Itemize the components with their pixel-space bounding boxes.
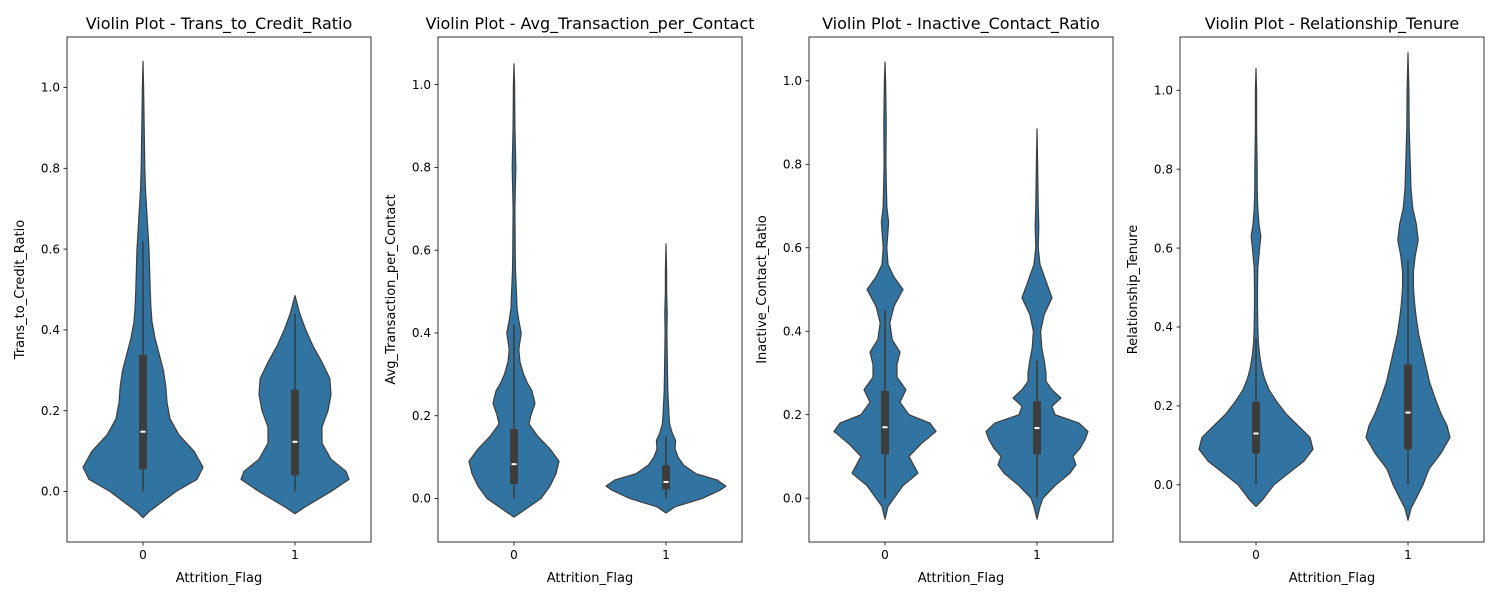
y-tick-label: 0.4 — [783, 324, 802, 338]
y-tick-label: 0.6 — [41, 242, 60, 256]
chart-title: Violin Plot - Relationship_Tenure — [1205, 14, 1460, 34]
y-tick-label: 0.8 — [41, 162, 60, 176]
y-tick-label: 1.0 — [783, 74, 802, 88]
y-tick-label: 0.4 — [41, 323, 60, 337]
y-tick-label: 0.0 — [783, 491, 802, 505]
y-tick-label: 0.2 — [1154, 399, 1173, 413]
violin-body-0 — [1198, 67, 1314, 508]
violin-box-0 — [139, 354, 147, 470]
x-tick-label: 1 — [291, 548, 299, 562]
y-tick-label: 0.2 — [412, 409, 431, 423]
y-tick-label: 0.0 — [41, 485, 60, 499]
y-tick-label: 0.4 — [412, 326, 431, 340]
y-tick-label: 0.0 — [412, 492, 431, 506]
plot-frame — [808, 36, 1114, 543]
chart-title: Violin Plot - Inactive_Contact_Ratio — [822, 14, 1100, 34]
y-tick-label: 0.4 — [1154, 320, 1173, 334]
y-tick-label: 1.0 — [41, 81, 60, 95]
violin-body-0 — [468, 63, 560, 518]
y-tick-label: 0.8 — [412, 161, 431, 175]
violin-box-1 — [662, 465, 670, 490]
x-axis-label: Attrition_Flag — [176, 571, 263, 586]
y-tick-label: 0.8 — [1154, 162, 1173, 176]
x-tick-label: 0 — [139, 548, 147, 562]
chart-title: Violin Plot - Trans_to_Credit_Ratio — [86, 14, 353, 34]
x-tick-label: 0 — [510, 548, 518, 562]
violin-body-0 — [833, 61, 937, 520]
y-tick-label: 0.6 — [412, 243, 431, 257]
x-tick-label: 1 — [1404, 548, 1412, 562]
plot-frame — [66, 36, 372, 543]
y-tick-label: 0.6 — [1154, 241, 1173, 255]
y-axis-label: Trans_to_Credit_Ratio — [13, 220, 28, 360]
chart-panel-4: 0.0 0.2 0.4 0.6 0.8 1.0 0 1 Violin Plot - Relati… — [1126, 14, 1485, 586]
x-tick-label: 1 — [1033, 548, 1041, 562]
x-tick-label: 0 — [881, 548, 889, 562]
y-tick-label: 0.2 — [783, 408, 802, 422]
y-tick-label: 0.2 — [41, 404, 60, 418]
y-axis-label: Relationship_Tenure — [1126, 225, 1141, 355]
violin-box-1 — [291, 389, 299, 476]
chart-panel-1: 0.0 0.2 0.4 0.6 0.8 1.0 0 1 Violin Plot - Trans_… — [13, 14, 372, 586]
violin-box-1 — [1404, 364, 1412, 450]
plot-frame — [437, 36, 743, 543]
x-axis-label: Attrition_Flag — [1289, 571, 1376, 586]
x-axis-label: Attrition_Flag — [918, 571, 1005, 586]
violin-body-1 — [605, 243, 727, 514]
y-tick-label: 0.8 — [783, 157, 802, 171]
y-tick-label: 1.0 — [412, 78, 431, 92]
chart-panel-3: 0.0 0.2 0.4 0.6 0.8 1.0 0 1 Violin Plot - Inacti… — [755, 14, 1114, 586]
y-axis-label: Avg_Transaction_per_Contact — [384, 194, 399, 384]
chart-title: Violin Plot - Avg_Transaction_per_Contac… — [425, 14, 754, 34]
chart-panel-2: 0.0 0.2 0.4 0.6 0.8 1.0 0 1 Violin Plot - Avg_Tr… — [384, 14, 755, 586]
y-tick-label: 0.6 — [783, 241, 802, 255]
y-axis-label: Inactive_Contact_Ratio — [755, 215, 770, 364]
x-tick-label: 0 — [1252, 548, 1260, 562]
y-tick-label: 0.0 — [1154, 478, 1173, 492]
violin-box-0 — [510, 428, 518, 485]
x-axis-label: Attrition_Flag — [547, 571, 634, 586]
violin-body-1 — [985, 128, 1089, 520]
violin-box-0 — [1252, 401, 1260, 454]
x-tick-label: 1 — [662, 548, 670, 562]
y-tick-label: 1.0 — [1154, 83, 1173, 97]
violin-box-0 — [881, 390, 889, 455]
plot-frame — [1179, 36, 1485, 543]
